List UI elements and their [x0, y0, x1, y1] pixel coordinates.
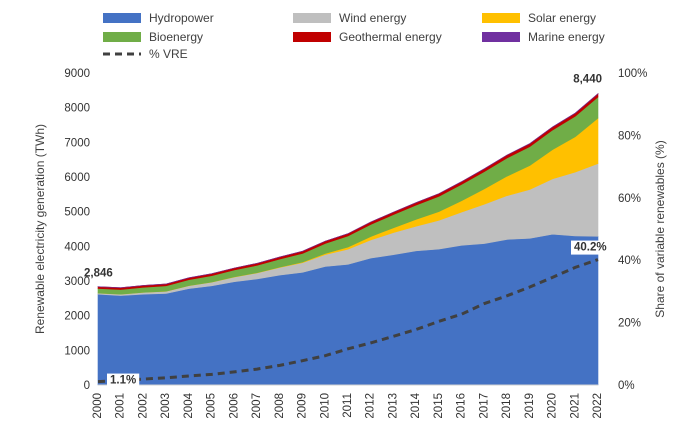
- legend-swatch-wind-energy: [293, 13, 331, 23]
- legend-swatch-hydropower: [103, 13, 141, 23]
- axes: 0 1000 2000 3000 4000 5000 6000 7000 8000 9000 0% 2…: [33, 68, 667, 419]
- y2-tick-label: 60%: [618, 193, 641, 205]
- line-vre: [97, 258, 599, 384]
- y-tick-label: 9000: [64, 68, 90, 80]
- legend-label-hydropower: Hydropower: [149, 11, 214, 25]
- x-tick-label: 2017: [478, 393, 490, 419]
- legend-label-marine-energy: Marine energy: [528, 30, 605, 44]
- x-tick-label: 2010: [319, 393, 331, 419]
- y2-axis-title: Share of variable renewables (%): [653, 140, 667, 317]
- x-tick-label: 2013: [387, 393, 399, 419]
- legend-swatch-solar-energy: [482, 13, 520, 23]
- x-tick-label: 2005: [206, 393, 218, 419]
- stacked-areas: [97, 93, 599, 386]
- y-tick-label: 7000: [64, 137, 90, 149]
- x-tick-label: 2021: [569, 393, 581, 419]
- legend-label-bioenergy: Bioenergy: [149, 30, 203, 44]
- x-tick-label: 2003: [160, 393, 172, 419]
- annotation-bg-vre-2022: [571, 240, 610, 255]
- y2-tick-label: 20%: [618, 318, 641, 330]
- y-tick-label: 0: [84, 380, 90, 392]
- y-tick-label: 2000: [64, 311, 90, 323]
- x-tick-label: 2020: [547, 393, 559, 419]
- x-tick-label: 2006: [228, 393, 240, 419]
- x-tick-label: 2015: [433, 393, 445, 419]
- legend-label-wind-energy: Wind energy: [339, 11, 406, 25]
- x-tick-label: 2011: [342, 393, 354, 418]
- annotation-total-2022: 8,440: [573, 74, 602, 86]
- y-axis-title: Renewable electricity generation (TWh): [33, 124, 47, 334]
- x-tick-label: 2000: [92, 393, 104, 419]
- annotation-bg-vre-2000: [107, 373, 140, 388]
- y-tick-label: 3000: [64, 276, 90, 288]
- legend-swatch-geothermal-energy: [293, 32, 331, 42]
- legend-label-solar-energy: Solar energy: [528, 11, 596, 25]
- legend-swatch-marine-energy: [482, 32, 520, 42]
- legend-swatch-bioenergy: [103, 32, 141, 42]
- y2-tick-label: 100%: [618, 68, 647, 80]
- x-tick-label: 2014: [410, 392, 422, 418]
- x-tick-label: 2002: [137, 393, 149, 419]
- y2-tick-label: 80%: [618, 130, 641, 142]
- legend-label-vre: % VRE: [149, 47, 188, 61]
- y-tick-label: 5000: [64, 207, 90, 219]
- x-tick-label: 2019: [524, 393, 536, 419]
- x-tick-label: 2022: [592, 393, 604, 419]
- y-tick-label: 1000: [64, 345, 90, 357]
- y-tick-label: 6000: [64, 172, 90, 184]
- area-marine-energy: [97, 93, 599, 288]
- x-tick-label: 2018: [501, 393, 513, 419]
- y2-tick-label: 0%: [618, 380, 635, 392]
- x-tick-label: 2001: [115, 393, 127, 419]
- y2-tick-label: 40%: [618, 255, 641, 267]
- x-tick-label: 2008: [274, 393, 286, 419]
- x-tick-label: 2004: [183, 392, 195, 418]
- y-tick-label: 8000: [64, 103, 90, 115]
- x-tick-label: 2012: [365, 393, 377, 419]
- legend-label-geothermal-energy: Geothermal energy: [339, 30, 442, 44]
- x-tick-label: 2009: [297, 393, 309, 419]
- annotations: 2,846 8,440 1.1% 40.2%: [84, 74, 610, 388]
- annotation-vre-2022: 40.2%: [574, 242, 607, 254]
- y-tick-label: 4000: [64, 241, 90, 253]
- vre-line-group: [97, 258, 599, 384]
- annotation-vre-2000: 1.1%: [110, 375, 136, 387]
- x-tick-label: 2007: [251, 393, 263, 419]
- annotation-total-2000: 2,846: [84, 268, 113, 280]
- x-tick-label: 2016: [456, 393, 468, 419]
- legend: Hydropower Wind energy Solar energy Bioener…: [103, 11, 605, 61]
